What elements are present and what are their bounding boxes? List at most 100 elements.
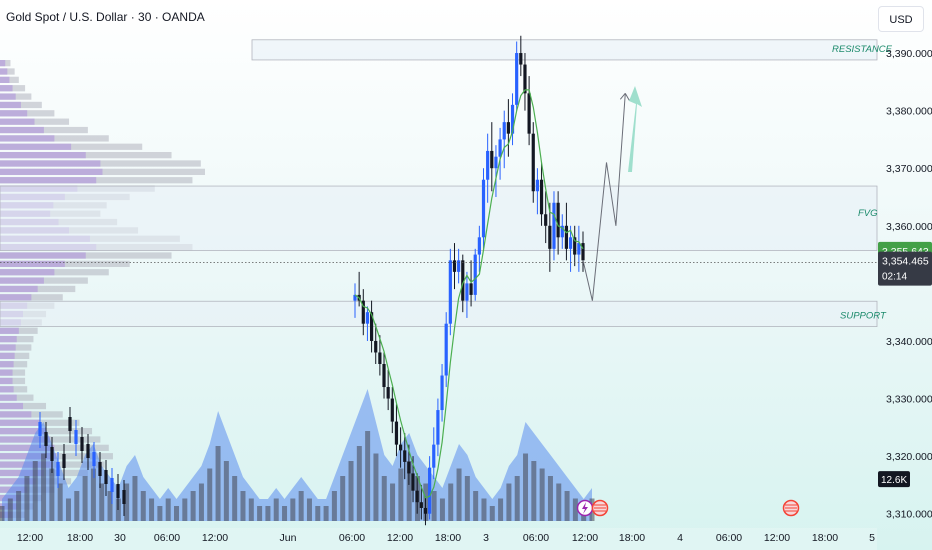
candle-body (481, 179, 486, 238)
volume-profile-bar-value (0, 177, 97, 184)
volume-bar (198, 483, 204, 521)
x-tick-label: 18:00 (812, 532, 838, 544)
candle-body (510, 104, 515, 134)
volume-bar (132, 476, 138, 521)
chart-title: Gold Spot / U.S. Dollar · 30 · OANDA (6, 10, 205, 24)
candle-body (394, 421, 399, 445)
candle-body (374, 340, 378, 353)
volume-bar (298, 491, 304, 521)
volume-bar (190, 491, 196, 521)
volume-profile-bar-value (0, 93, 16, 100)
volume-bar (464, 476, 470, 521)
candle-body (577, 243, 581, 255)
volume-bar (306, 498, 312, 521)
x-tick-label: 5 (869, 532, 875, 544)
candle-body (461, 260, 465, 301)
x-tick-label: 06:00 (339, 532, 365, 544)
candle-body (407, 461, 411, 474)
x-tick-label: Jun (280, 532, 297, 544)
volume-bar (539, 468, 545, 521)
candle-body (560, 225, 564, 238)
volume-bar (149, 498, 155, 521)
volume-bar (257, 506, 263, 521)
candle-body (428, 467, 432, 514)
candle-body (80, 437, 84, 451)
candle-body (411, 473, 415, 491)
volume-bar (348, 461, 354, 521)
candle-body (415, 490, 419, 503)
zone-label-resistance: RESISTANCE (832, 44, 893, 55)
zone-label-fvg: FVG (858, 208, 878, 219)
candle-body (369, 312, 374, 341)
volume-profile-bar-value (0, 76, 10, 83)
candle-body (110, 478, 114, 492)
y-tick-label: 3,390.000 (886, 48, 932, 60)
candle-body (502, 122, 506, 140)
volume-bar (331, 491, 337, 521)
volume-bar (41, 453, 47, 521)
volume-profile-bar-value (0, 377, 13, 385)
volume-bar (273, 498, 279, 521)
volume-bar (390, 483, 396, 521)
candle-body (361, 300, 365, 324)
volume-bar (223, 461, 229, 521)
zone-resistance (251, 39, 878, 61)
candle-body (490, 150, 494, 169)
candle-body (494, 156, 498, 169)
x-tick-label: 12:00 (17, 532, 43, 544)
candle-body (544, 214, 548, 226)
ma-line (354, 89, 584, 499)
candle-body (423, 507, 428, 514)
volume-bar (473, 491, 479, 521)
volume-bar (165, 498, 171, 521)
lightning-icon (582, 502, 588, 514)
volume-bar (32, 461, 38, 521)
volume-bar (282, 506, 288, 521)
projection-arrowhead (619, 93, 630, 101)
volume-profile-bar-value (0, 152, 86, 159)
volume-bar (556, 483, 562, 521)
candle-body (436, 410, 440, 445)
candle-body (122, 490, 126, 504)
x-tick-label: 18:00 (619, 532, 645, 544)
candle-body (473, 254, 477, 295)
candle-body (62, 454, 66, 468)
volume-profile-bar-value (0, 352, 15, 359)
target-arrow (628, 86, 642, 172)
volume-bar (174, 506, 180, 521)
volume-bar (406, 461, 412, 521)
x-tick-label: 06:00 (154, 532, 180, 544)
volume-profile-bar-value (0, 160, 101, 167)
volume-profile-bar-value (0, 327, 19, 334)
volume-bar (65, 498, 71, 521)
price-label-lower: 3,354.465 (882, 256, 929, 268)
candle-body (452, 260, 457, 272)
zone-fvg (0, 185, 878, 251)
volume-profile-bar-value (0, 285, 38, 293)
candle-body (386, 387, 390, 399)
y-tick-label: 3,320.000 (886, 451, 932, 463)
candle-body (56, 462, 60, 476)
volume-bar (489, 506, 495, 521)
x-tick-label: 3 (483, 532, 489, 544)
y-tick-label: 3,310.000 (886, 509, 932, 521)
candle-body (68, 417, 72, 431)
volume-bar (248, 498, 254, 521)
volume-profile-bar-value (0, 143, 72, 150)
volume-bar (0, 506, 5, 521)
volume-profile-bar-value (0, 101, 21, 109)
volume-bar (140, 491, 146, 521)
x-tick-label: 12:00 (202, 532, 228, 544)
volume-area (2, 389, 592, 521)
volume-profile-bar-value (0, 168, 103, 175)
candle-body (38, 422, 42, 436)
y-tick-label: 3,330.000 (886, 394, 932, 406)
candle-body (573, 237, 577, 255)
currency-button[interactable]: USD (878, 6, 924, 32)
volume-bar (431, 491, 437, 521)
volume-tag-bg (878, 471, 910, 488)
volume-bar (49, 468, 55, 521)
volume-bar (481, 498, 487, 521)
